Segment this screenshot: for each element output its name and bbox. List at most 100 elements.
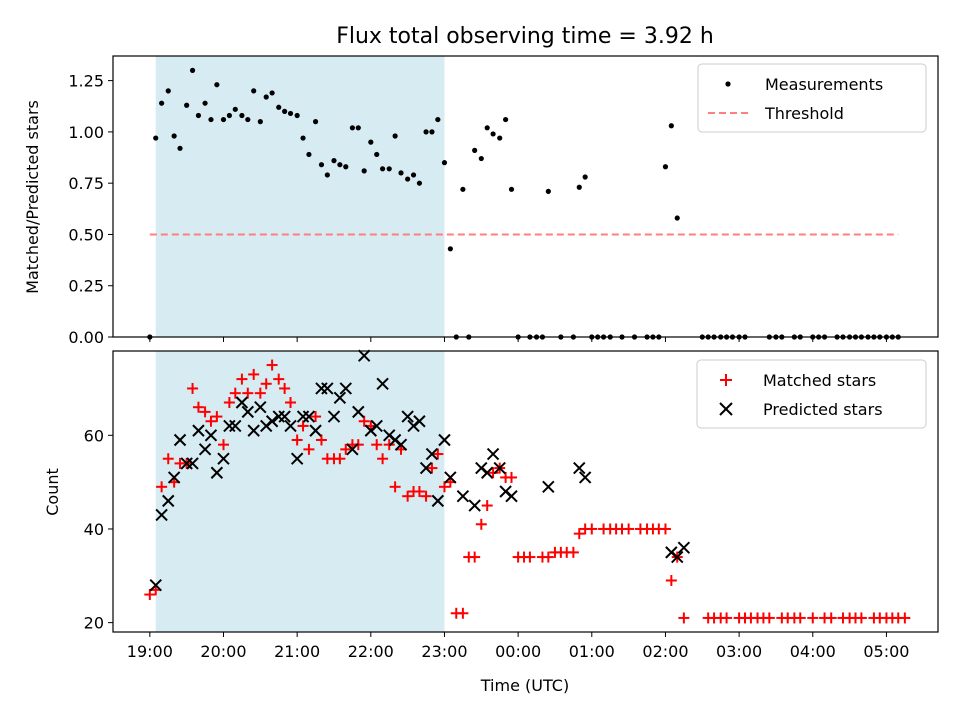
x-tick-label: 21:00 <box>274 642 320 661</box>
predicted-star-point <box>573 461 586 475</box>
measurement-point <box>398 170 404 176</box>
matched-star-point <box>315 434 327 446</box>
matched-star-point <box>899 612 911 624</box>
measurement-point <box>410 172 417 178</box>
y-tick-label-ratio: 1.25 <box>68 72 104 91</box>
measurement-point <box>276 104 282 110</box>
measurement-point <box>478 155 484 162</box>
predicted-star-point <box>180 457 193 470</box>
matched-star-point <box>279 382 291 394</box>
predicted-star-point <box>438 433 451 447</box>
measurement-point <box>429 129 435 135</box>
ylabel-counts: Count <box>43 468 62 516</box>
matched-star-point <box>334 453 346 465</box>
legend-marker-predicted <box>719 402 733 416</box>
measurement-point <box>208 116 214 123</box>
measurement-point <box>239 112 245 119</box>
predicted-star-point <box>431 494 445 508</box>
matched-star-point <box>807 612 819 624</box>
predicted-star-point <box>149 578 162 592</box>
predicted-star-point <box>167 471 181 484</box>
y-tick-label-ratio: 1.00 <box>68 123 104 142</box>
matched-star-point <box>242 387 254 399</box>
measurement-point <box>269 90 275 96</box>
matched-star-point <box>162 453 174 465</box>
predicted-star-point <box>265 415 279 428</box>
measurement-point <box>349 125 355 131</box>
measurement-point <box>508 186 515 192</box>
predicted-star-point <box>223 419 236 433</box>
matched-star-point <box>855 612 867 624</box>
top-axis-ticks: 0.00 0.25 0.50 0.75 1.00 1.25 <box>68 72 887 347</box>
predicted-star-point <box>425 447 439 461</box>
x-tick-label: 02:00 <box>642 642 688 661</box>
legend-frame-ratio <box>697 63 927 133</box>
measurement-point <box>460 186 466 192</box>
measurement-point <box>331 158 337 164</box>
matched-star-point <box>217 439 229 451</box>
measurement-point <box>312 119 319 125</box>
matched-star-point <box>236 373 248 385</box>
matched-star-point <box>506 471 518 483</box>
matched-star-point <box>573 528 585 540</box>
matched-star-point <box>260 378 272 390</box>
predicted-star-point <box>505 489 518 503</box>
x-tick-label: 00:00 <box>495 642 541 661</box>
measurement-point <box>484 125 490 131</box>
matched-star-point <box>377 453 389 465</box>
matched-star-point <box>297 420 309 432</box>
measurement-point <box>392 133 398 139</box>
predicted-star-point <box>296 410 310 423</box>
x-tick-label: 22:00 <box>348 642 394 661</box>
matched-star-point <box>420 490 432 502</box>
matched-star-point <box>402 490 414 502</box>
measurement-point <box>361 168 367 174</box>
plot-frame-ratio <box>112 55 939 338</box>
matched-star-point <box>223 397 235 409</box>
matched-star-point <box>763 612 775 624</box>
legend-ratio: Measurements Threshold <box>697 63 927 133</box>
measurement-point <box>177 145 183 151</box>
measurement-point <box>263 94 269 100</box>
y-tick-label-ratio: 0.25 <box>68 277 104 296</box>
matched-star-point <box>340 443 352 455</box>
chart-title: Flux total observing time = 3.92 h <box>336 24 714 49</box>
x-tick-label: 01:00 <box>569 642 615 661</box>
matched-star-point <box>665 574 677 586</box>
matched-star-point <box>432 448 444 460</box>
predicted-star-point <box>229 419 242 433</box>
matched-star-point <box>303 443 315 455</box>
matched-star-point <box>291 434 303 446</box>
matched-star-point <box>475 518 487 530</box>
measurement-point <box>214 82 220 88</box>
predicted-star-point <box>542 480 555 494</box>
measurement-point <box>324 172 330 178</box>
matched-star-point <box>586 523 598 535</box>
legend-label-threshold: Threshold <box>764 104 844 123</box>
matched-star-point <box>205 415 217 427</box>
measurement-point <box>202 100 208 106</box>
matched-star-point <box>623 523 635 535</box>
matched-star-point <box>794 612 806 624</box>
matched-star-point <box>358 415 370 427</box>
predicted-star-point <box>346 443 359 456</box>
measurement-point <box>441 160 448 166</box>
matched-star-point <box>438 481 450 493</box>
predicted-star-point <box>677 541 691 554</box>
x-tick-label: 03:00 <box>716 642 762 661</box>
predicted-star-point <box>357 349 371 362</box>
predicted-star-point <box>284 419 297 433</box>
measurement-point <box>184 102 190 108</box>
predicted-star-point <box>186 457 199 470</box>
measurement-point <box>226 112 232 119</box>
matched-star-point <box>199 406 211 418</box>
measurement-point <box>165 88 171 94</box>
measurement-point <box>545 188 551 194</box>
predicted-star-point <box>278 410 291 423</box>
predicted-star-point <box>486 447 500 461</box>
matched-star-point <box>678 612 690 624</box>
legend-counts: Matched stars Predicted stars <box>696 359 927 429</box>
measurement-point <box>300 135 306 141</box>
measurement-point <box>195 112 202 119</box>
